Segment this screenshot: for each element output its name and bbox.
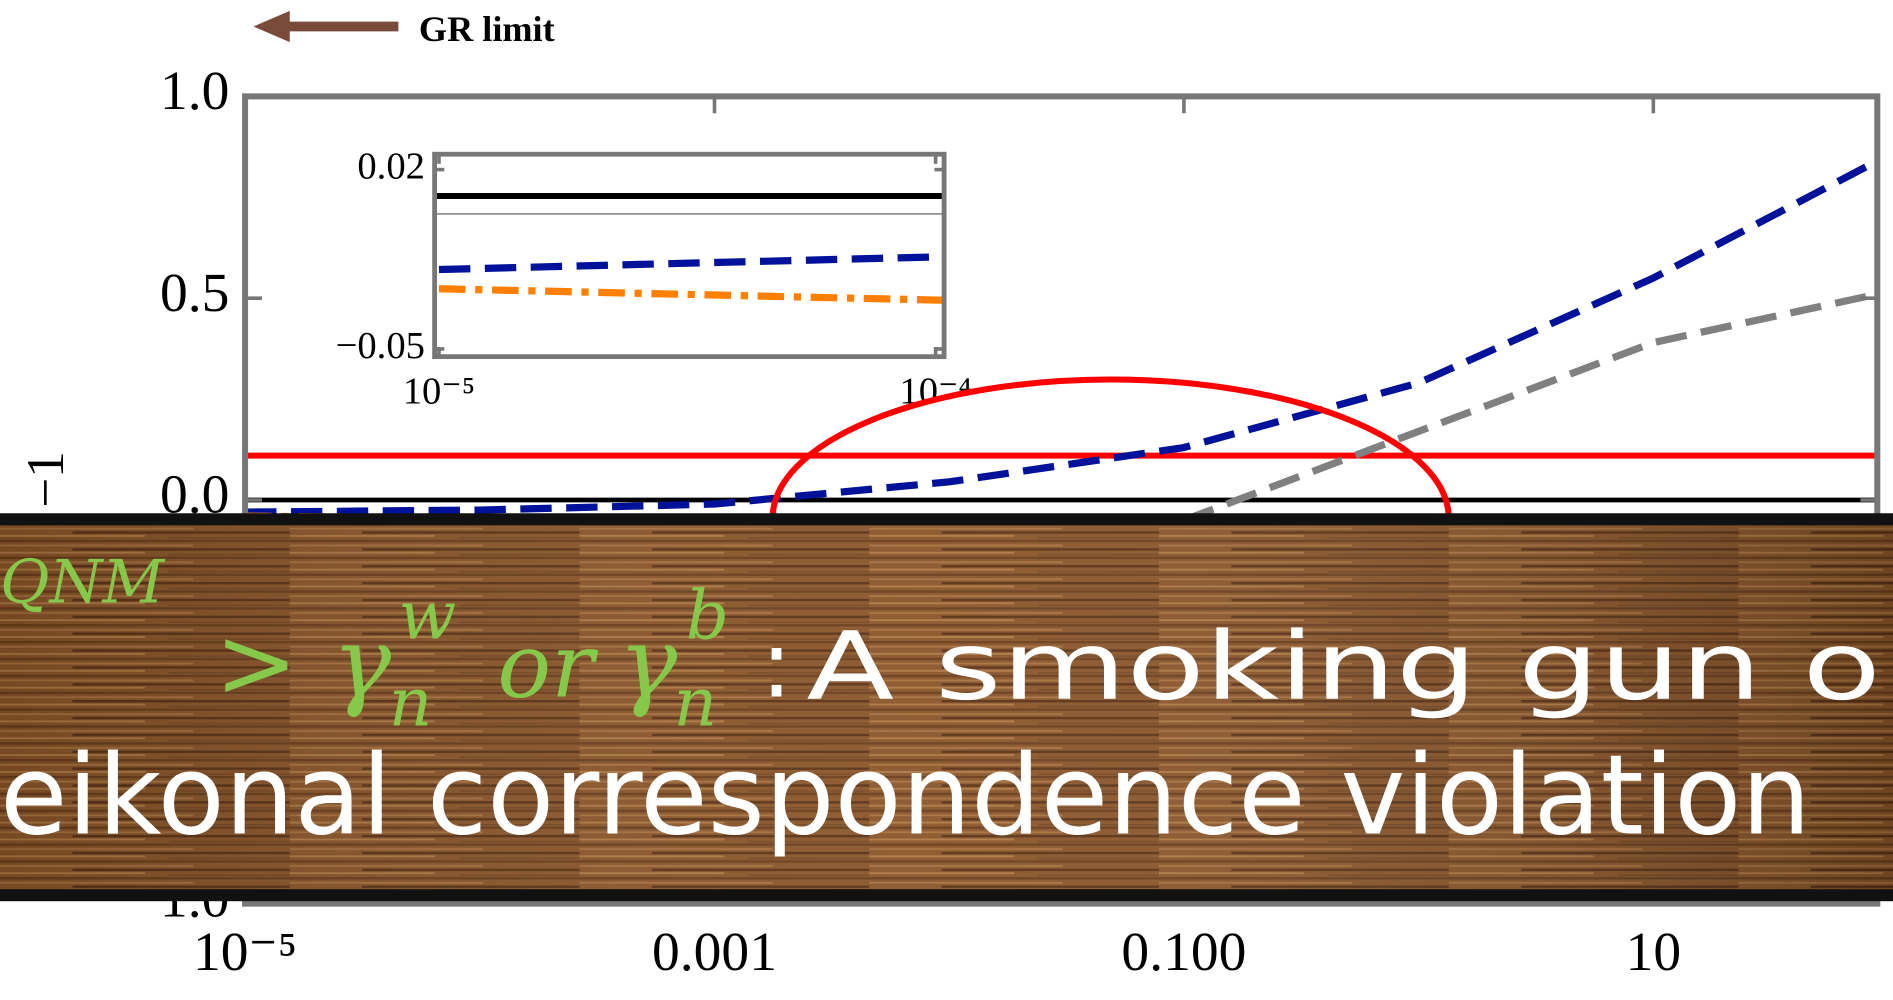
x-tick-label: 10	[1626, 921, 1682, 982]
or-word: or	[497, 614, 599, 718]
gr-arrow-head	[253, 10, 290, 43]
x-tick-label: 10⁻⁵	[193, 921, 297, 982]
plot-area	[245, 157, 1878, 524]
subscript: n	[674, 662, 718, 741]
x-tick-label: 0.001	[652, 921, 777, 982]
series-line	[245, 157, 1878, 516]
gr-limit-label: GR limit	[419, 9, 555, 49]
y-axis-label: −1	[17, 451, 75, 507]
y-tick-label: 0.02	[357, 145, 425, 187]
colon: :	[761, 610, 793, 719]
superscript: b	[686, 576, 729, 655]
plot: 10⁻⁵ 10⁻⁴−0.050.02	[336, 145, 972, 412]
gamma: γ	[332, 605, 392, 720]
superscript: w	[398, 576, 456, 655]
y-tick-label: 1.0	[160, 60, 229, 121]
y-tick-label: 0.5	[160, 262, 229, 323]
banner-shade	[0, 525, 1893, 890]
banner: QNM > γ n w or γ n b : A smoking gun o e…	[0, 513, 1893, 902]
banner-line-2: eikonal correspondence violation	[0, 732, 1811, 861]
omega-superscript: QNM	[0, 547, 165, 617]
series-line	[438, 253, 945, 274]
series-line	[438, 285, 945, 304]
y-tick-label: −0.05	[336, 325, 425, 367]
gamma: γ	[618, 605, 678, 720]
x-tick-label: 0.100	[1121, 921, 1246, 982]
plot-area	[434, 192, 945, 304]
subscript: n	[389, 662, 433, 741]
banner-line-1: A smoking gun o	[806, 613, 1880, 722]
x-tick-label: 10⁻⁵	[403, 371, 475, 413]
greater-than: >	[215, 605, 298, 720]
series-line	[1182, 290, 1878, 524]
plot-frame	[432, 151, 947, 360]
